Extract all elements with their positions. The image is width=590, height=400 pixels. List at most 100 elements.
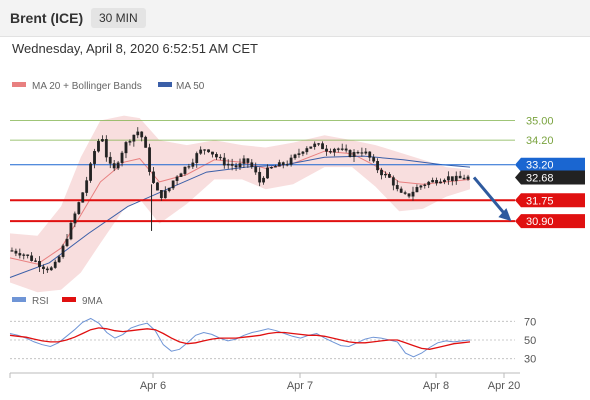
candle-body: [112, 163, 116, 169]
level-label-34.20: 34.20: [526, 135, 554, 147]
candle-body: [352, 152, 356, 158]
candle-body: [136, 131, 140, 136]
candle-body: [104, 139, 108, 158]
candle-body: [242, 158, 246, 164]
timeframe-button[interactable]: 30 MIN: [91, 8, 146, 28]
candle-body: [57, 256, 61, 263]
bollinger-band: [10, 115, 470, 293]
candle-body: [230, 163, 234, 166]
candle-body: [18, 253, 22, 256]
chart-header: Brent (ICE) 30 MIN: [0, 0, 590, 37]
time-axis: Apr 6 Apr 7 Apr 8 Apr 20: [140, 373, 520, 392]
rsi-plot: 70 50 30: [9, 316, 536, 366]
candle-body: [427, 181, 431, 186]
candle-body: [140, 131, 144, 138]
time-axis-label: Apr 7: [287, 380, 313, 392]
candle-body: [250, 162, 254, 168]
legend-9ma-label: 9MA: [82, 296, 103, 307]
rsi-tick-50: 50: [524, 335, 536, 347]
candle-body: [285, 164, 289, 166]
candle-body: [443, 179, 446, 183]
candle-body: [234, 165, 238, 168]
candle-body: [289, 157, 293, 165]
candle-body: [81, 192, 85, 203]
candle-body: [226, 163, 230, 166]
candle-body: [211, 151, 214, 155]
candle-body: [218, 156, 222, 159]
level-label-30.90: 30.90: [526, 216, 554, 228]
level-tag-33.20: [515, 157, 585, 172]
candle-body: [199, 149, 203, 154]
candle-body: [159, 190, 163, 199]
level-tag-31.75: [515, 193, 585, 208]
candle-body: [85, 180, 89, 193]
candle-body: [368, 151, 372, 158]
candle-body: [458, 175, 462, 179]
candle-body: [415, 187, 419, 193]
candle-body: [61, 245, 65, 257]
level-label-31.75: 31.75: [526, 195, 554, 207]
legend-9ma-swatch: [62, 297, 76, 302]
candle-body: [38, 261, 41, 268]
legend-ma-bb-swatch: [12, 82, 26, 87]
rsi-9ma-line: [9, 327, 471, 350]
candle-body: [191, 162, 195, 167]
candle-body: [183, 166, 187, 174]
candle-body: [167, 187, 171, 192]
candle-body: [30, 255, 34, 261]
legend-ma50-swatch: [158, 82, 172, 87]
legend-ma-bb-label: MA 20 + Bollinger Bands: [32, 81, 142, 92]
candle-body: [360, 152, 364, 154]
candle-body: [273, 166, 277, 168]
forecast-arrow-shaft: [472, 176, 509, 219]
time-axis-label: Apr 6: [140, 380, 166, 392]
candle-body: [93, 151, 96, 164]
candle-body: [156, 182, 159, 191]
candle-body: [376, 161, 380, 171]
legend-rsi-swatch: [12, 297, 26, 302]
candle-body: [332, 148, 336, 153]
candle-body: [10, 250, 14, 252]
candle-body: [317, 143, 321, 145]
candle-body: [195, 153, 199, 164]
candle-body: [254, 166, 258, 173]
candle-body: [305, 148, 309, 153]
candle-body: [120, 152, 124, 163]
candle-body: [384, 174, 387, 176]
candle-body: [395, 185, 399, 190]
time-axis-label: Apr 20: [488, 380, 520, 392]
candle-body: [34, 260, 37, 262]
level-label-35.00: 35.00: [526, 116, 554, 128]
candle-body: [462, 177, 466, 180]
candle-body: [69, 222, 73, 240]
candle-body: [116, 162, 120, 169]
candle-body: [281, 162, 285, 165]
candle-body: [277, 162, 281, 167]
candle-body: [325, 148, 328, 152]
candle-body: [26, 254, 30, 256]
candle-body: [321, 143, 324, 150]
legend-ma50-label: MA 50: [176, 81, 205, 92]
instrument-title: Brent (ICE): [10, 10, 84, 26]
candle-body: [391, 177, 395, 186]
candle-body: [411, 191, 415, 197]
legend-rsi-label: RSI: [32, 296, 49, 307]
candle-body: [73, 213, 77, 224]
candle-body: [399, 188, 403, 193]
candle-body: [372, 157, 376, 162]
candle-body: [45, 268, 49, 271]
candle-body: [97, 141, 100, 152]
candle-body: [22, 254, 26, 256]
level-label-32.68: 32.68: [526, 172, 554, 184]
candle-body: [309, 146, 313, 149]
rsi-tick-70: 70: [524, 316, 536, 328]
candle-body: [65, 238, 69, 247]
candle-body: [348, 150, 352, 158]
candle-body: [203, 149, 207, 151]
candle-body: [439, 181, 442, 184]
forecast-arrow-head: [498, 208, 512, 222]
candle-body: [49, 267, 53, 271]
candle-body: [163, 190, 167, 199]
candle-body: [407, 193, 411, 197]
